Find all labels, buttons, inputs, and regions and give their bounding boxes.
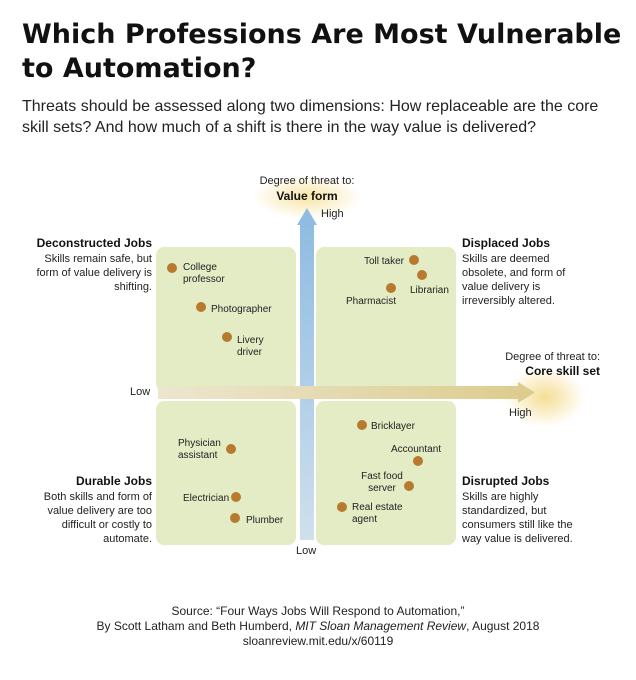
quadrant-deconstructed xyxy=(156,247,296,391)
real-estate-agent-label: Real estate agent xyxy=(352,502,403,525)
page-title: Which Professions Are Most Vulnerable to… xyxy=(22,19,622,84)
college-professor-label: College professor xyxy=(183,262,225,285)
physician-assistant-label: Physician assistant xyxy=(178,438,221,461)
deconstructed-desc: Skills remain safe, but form of value de… xyxy=(36,253,152,293)
bricklayer-dot xyxy=(357,420,367,430)
core-skill-high: High xyxy=(509,407,532,419)
core-skill-caption: Degree of threat to: xyxy=(505,351,600,363)
core-skill-glow xyxy=(505,367,585,427)
pharmacist-dot xyxy=(386,283,396,293)
vertical-arrow-head xyxy=(297,208,317,225)
livery-driver-label: Livery driver xyxy=(237,335,264,358)
bricklayer-label: Bricklayer xyxy=(371,421,415,432)
source-date: , August 2018 xyxy=(466,619,540,633)
value-form-glow xyxy=(252,175,362,219)
college-professor-dot xyxy=(167,263,177,273)
livery-driver-dot xyxy=(222,332,232,342)
fast-food-server-label: Fast food server xyxy=(361,471,403,494)
real-estate-agent-dot xyxy=(337,502,347,512)
librarian-dot xyxy=(417,270,427,280)
accountant-dot xyxy=(413,456,423,466)
page-subtitle: Threats should be assessed along two dim… xyxy=(22,98,599,136)
durable-desc: Both skills and form of value delivery a… xyxy=(43,491,152,545)
librarian-label: Librarian xyxy=(410,285,449,296)
plumber-label: Plumber xyxy=(246,515,284,526)
source-url: sloanreview.mit.edu/x/60119 xyxy=(242,634,394,648)
plumber-dot xyxy=(230,513,240,523)
quadrant-disrupted xyxy=(316,401,456,545)
source-authors: By Scott Latham and Beth Humberd, xyxy=(96,619,296,633)
toll-taker-label: Toll taker xyxy=(364,256,405,267)
horizontal-arrow-shaft xyxy=(158,386,520,399)
core-skill-low: Low xyxy=(130,386,151,398)
physician-assistant-dot xyxy=(226,444,236,454)
source-line-2: By Scott Latham and Beth Humberd, MIT Sl… xyxy=(0,619,636,634)
disrupted-desc: Skills are highly standardized, but cons… xyxy=(462,491,573,545)
value-form-low: Low xyxy=(296,545,317,557)
quadrant-durable xyxy=(156,401,296,545)
durable-title: Durable Jobs xyxy=(75,474,152,488)
displaced-title: Displaced Jobs xyxy=(462,236,551,250)
source-line-1: Source: “Four Ways Jobs Will Respond to … xyxy=(171,604,465,618)
vertical-arrow-shaft xyxy=(300,224,314,540)
value-form-caption: Degree of threat to: xyxy=(259,175,355,187)
accountant-label: Accountant xyxy=(391,444,442,455)
source-credit: Source: “Four Ways Jobs Will Respond to … xyxy=(0,604,636,649)
displaced-desc: Skills are deemed obsolete, and form of … xyxy=(462,253,566,307)
core-skill-label: Core skill set xyxy=(525,364,600,378)
quadrant-displaced xyxy=(316,247,456,391)
pharmacist-label: Pharmacist xyxy=(346,296,397,307)
value-form-label: Value form xyxy=(276,189,338,203)
value-form-high: High xyxy=(321,208,344,220)
toll-taker-dot xyxy=(409,255,419,265)
source-journal: MIT Sloan Management Review xyxy=(295,619,467,633)
photographer-label: Photographer xyxy=(211,304,272,315)
photographer-dot xyxy=(196,302,206,312)
electrician-dot xyxy=(231,492,241,502)
electrician-label: Electrician xyxy=(183,493,230,504)
disrupted-title: Disrupted Jobs xyxy=(462,474,550,488)
deconstructed-title: Deconstructed Jobs xyxy=(36,236,152,250)
fast-food-server-dot xyxy=(404,481,414,491)
horizontal-arrow-head xyxy=(518,382,535,403)
